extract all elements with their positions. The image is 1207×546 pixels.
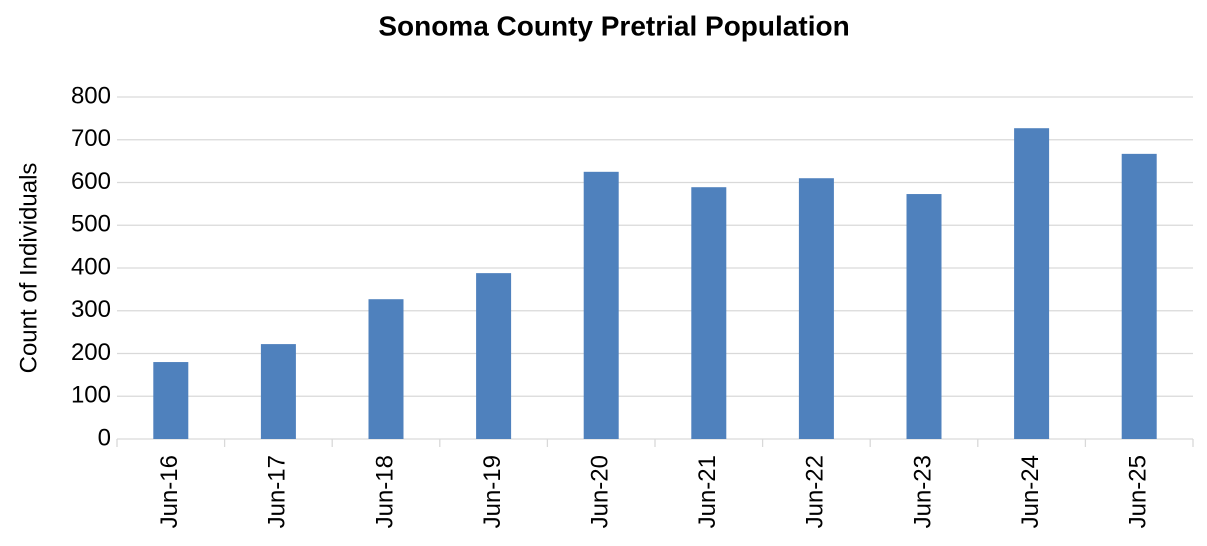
bar	[1121, 153, 1157, 440]
bar	[260, 344, 296, 439]
x-tick-label: Jun-16	[156, 455, 183, 528]
x-tick-label: Jun-20	[587, 455, 614, 528]
bar	[906, 194, 942, 439]
y-axis-label: Count of Individuals	[15, 163, 42, 374]
bar	[691, 187, 727, 439]
y-tick-label: 100	[71, 382, 111, 409]
y-tick-label: 200	[71, 339, 111, 366]
x-tick-label: Jun-24	[1017, 455, 1044, 528]
bar	[153, 362, 189, 439]
y-tick-label: 0	[98, 424, 111, 451]
x-tick-label: Jun-18	[371, 455, 398, 528]
y-tick-label: 400	[71, 253, 111, 280]
x-tick-label: Jun-23	[909, 455, 936, 528]
y-tick-label: 700	[71, 125, 111, 152]
bar	[476, 273, 512, 439]
chart-title: Sonoma County Pretrial Population	[378, 10, 849, 41]
y-tick-label: 600	[71, 168, 111, 195]
bar	[798, 178, 834, 439]
y-tick-label: 500	[71, 211, 111, 238]
bar	[583, 171, 619, 439]
bar	[368, 299, 404, 439]
x-tick-label: Jun-17	[264, 455, 291, 528]
x-tick-label: Jun-22	[802, 455, 829, 528]
y-tick-label: 800	[71, 82, 111, 109]
x-tick-label: Jun-25	[1125, 455, 1152, 528]
y-tick-label: 300	[71, 296, 111, 323]
x-tick-label: Jun-19	[479, 455, 506, 528]
x-tick-label: Jun-21	[694, 455, 721, 528]
bar	[1014, 128, 1050, 439]
